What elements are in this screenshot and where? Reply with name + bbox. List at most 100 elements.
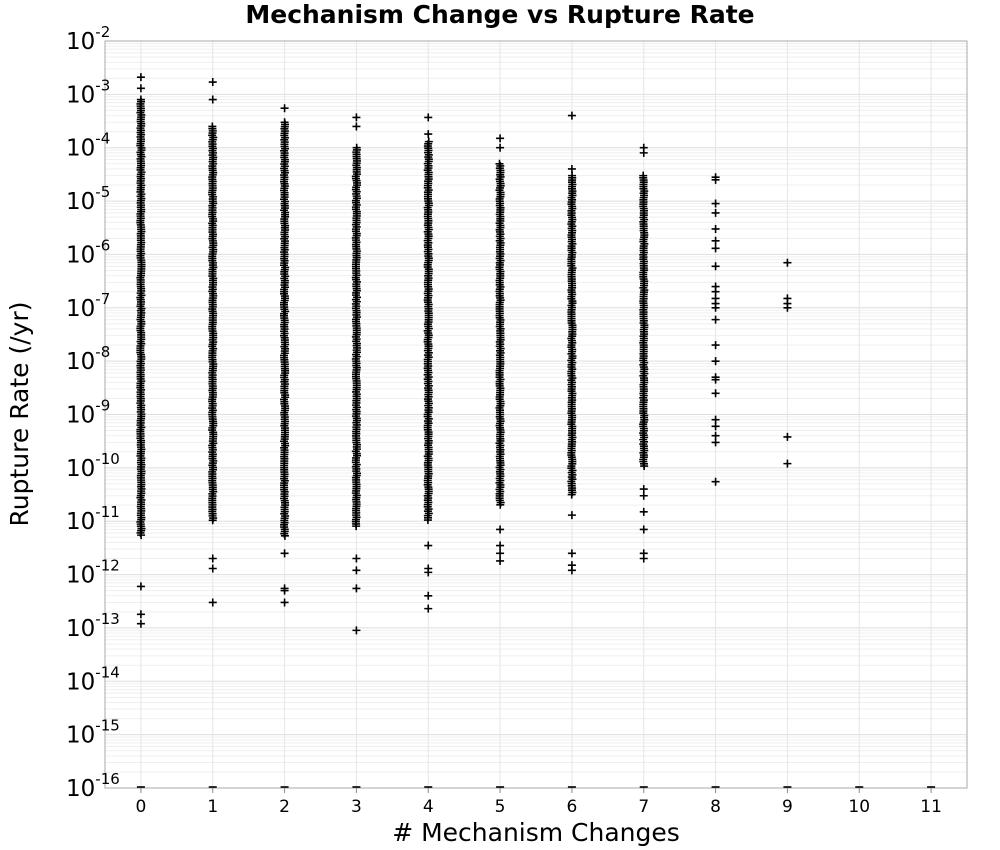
data-point xyxy=(711,199,720,208)
data-point xyxy=(640,462,649,471)
x-tick-label: 4 xyxy=(423,797,434,817)
data-point xyxy=(496,556,505,565)
y-tick-label: 10-10 xyxy=(66,450,120,482)
data-point xyxy=(783,303,792,312)
y-tick-label: 10-16 xyxy=(66,770,120,802)
x-tick-label: 0 xyxy=(136,797,147,817)
y-tick-label: 10-2 xyxy=(66,23,110,55)
y-tick-base: 10 xyxy=(66,723,95,749)
data-point xyxy=(352,122,361,131)
y-tick-base: 10 xyxy=(66,403,95,429)
data-point xyxy=(711,315,720,324)
data-point xyxy=(423,516,432,525)
data-point xyxy=(711,477,720,486)
data-point xyxy=(711,244,720,253)
plot-area xyxy=(104,40,968,789)
x-tick-label: 7 xyxy=(638,797,649,817)
data-point xyxy=(711,389,720,398)
y-tick-exponent: -11 xyxy=(95,503,120,521)
y-tick-base: 10 xyxy=(66,82,95,108)
x-tick-label: 2 xyxy=(279,797,290,817)
data-point xyxy=(711,422,720,431)
data-point xyxy=(711,208,720,217)
data-point xyxy=(136,619,145,628)
y-tick-exponent: -5 xyxy=(95,183,110,201)
data-point xyxy=(639,507,648,516)
y-tick-base: 10 xyxy=(66,296,95,322)
y-tick-label: 10-11 xyxy=(66,503,120,535)
data-point xyxy=(783,432,792,441)
data-point xyxy=(424,591,433,600)
y-tick-base: 10 xyxy=(66,29,95,55)
y-tick-base: 10 xyxy=(66,669,95,695)
data-point xyxy=(137,531,146,540)
data-point xyxy=(567,164,576,173)
x-tick-label: 5 xyxy=(495,797,506,817)
x-tick-label: 11 xyxy=(920,797,942,817)
y-tick-label: 10-5 xyxy=(66,183,110,215)
data-point xyxy=(352,113,361,122)
data-point xyxy=(208,95,217,104)
data-point xyxy=(496,525,505,534)
y-tick-label: 10-13 xyxy=(66,610,120,642)
y-tick-base: 10 xyxy=(66,509,95,535)
y-tick-label: 10-6 xyxy=(66,236,110,268)
y-tick-exponent: -10 xyxy=(95,450,120,468)
x-tick-label: 8 xyxy=(710,797,721,817)
data-point xyxy=(711,375,720,384)
x-tick-label: 6 xyxy=(567,797,578,817)
data-point xyxy=(711,175,720,184)
x-tick-label: 3 xyxy=(351,797,362,817)
data-point xyxy=(280,531,289,540)
data-point xyxy=(711,341,720,350)
y-tick-exponent: -13 xyxy=(95,610,120,628)
y-tick-base: 10 xyxy=(66,189,95,215)
y-tick-label: 10-3 xyxy=(66,76,110,108)
data-point xyxy=(208,564,217,573)
y-tick-label: 10-15 xyxy=(66,717,120,749)
data-point xyxy=(136,610,145,619)
data-point xyxy=(711,236,720,245)
data-point xyxy=(639,148,648,157)
y-tick-label: 10-14 xyxy=(66,663,120,695)
data-point xyxy=(567,549,576,558)
data-point xyxy=(352,584,361,593)
data-point xyxy=(783,258,792,267)
data-point xyxy=(424,541,433,550)
data-point xyxy=(496,500,505,509)
y-tick-base: 10 xyxy=(66,456,95,482)
data-point xyxy=(136,73,145,82)
y-tick-exponent: -2 xyxy=(95,23,110,41)
y-tick-exponent: -6 xyxy=(95,236,110,254)
y-tick-exponent: -12 xyxy=(95,557,120,575)
data-point xyxy=(136,84,145,93)
data-point xyxy=(208,516,217,525)
data-points xyxy=(136,73,936,788)
data-point xyxy=(711,224,720,233)
y-tick-label: 10-7 xyxy=(66,290,110,322)
y-tick-exponent: -14 xyxy=(95,663,120,681)
data-point xyxy=(280,598,289,607)
data-point xyxy=(639,554,648,563)
data-point xyxy=(424,113,433,122)
y-tick-base: 10 xyxy=(66,349,95,375)
data-point xyxy=(639,525,648,534)
y-tick-base: 10 xyxy=(66,616,95,642)
y-tick-exponent: -16 xyxy=(95,770,120,788)
data-point xyxy=(496,541,505,550)
data-point xyxy=(424,604,433,613)
data-point xyxy=(424,568,433,577)
data-point xyxy=(496,549,505,558)
chart-title: Mechanism Change vs Rupture Rate xyxy=(245,0,754,29)
data-point xyxy=(783,459,792,468)
y-tick-base: 10 xyxy=(66,563,95,589)
y-tick-exponent: -3 xyxy=(95,76,110,94)
y-tick-base: 10 xyxy=(66,136,95,162)
y-tick-exponent: -9 xyxy=(95,397,110,415)
data-point xyxy=(208,598,217,607)
data-point xyxy=(352,566,361,575)
x-tick-label: 10 xyxy=(848,797,870,817)
y-tick-exponent: -8 xyxy=(95,343,110,361)
y-tick-label: 10-4 xyxy=(66,130,110,162)
